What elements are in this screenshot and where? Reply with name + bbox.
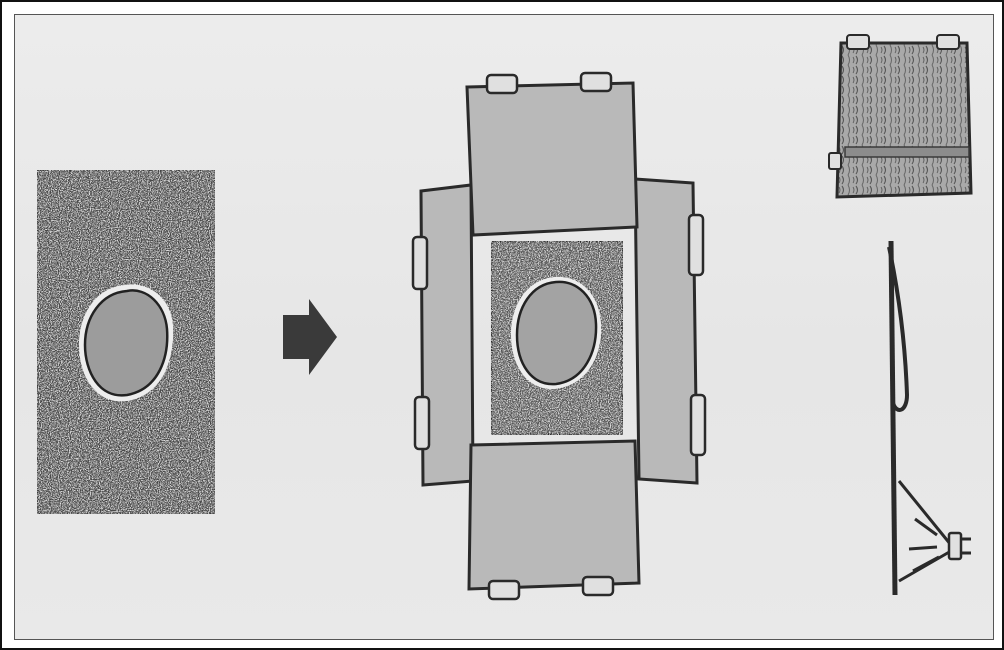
spray-nozzle-icon bbox=[897, 480, 971, 583]
clamp-left-top bbox=[411, 235, 429, 291]
grain-strip bbox=[844, 146, 970, 158]
clamp-top-left bbox=[485, 73, 519, 95]
grain-surface bbox=[835, 41, 973, 199]
right-arrow-icon bbox=[283, 299, 337, 375]
damage-hole bbox=[83, 289, 169, 397]
flap-profile bbox=[887, 246, 910, 412]
patched-hole bbox=[515, 280, 598, 386]
diagram-canvas bbox=[36, 34, 973, 601]
side-profile bbox=[887, 240, 971, 596]
grain-board bbox=[828, 34, 973, 199]
board-side-clamp bbox=[828, 152, 842, 170]
clamp-bottom-left bbox=[487, 579, 521, 601]
bottom-flap bbox=[467, 439, 641, 591]
top-flap bbox=[465, 81, 639, 237]
panel-edge-line bbox=[888, 240, 898, 596]
clamp-bottom-right bbox=[581, 575, 615, 597]
clamp-left-bottom bbox=[413, 395, 431, 451]
right-flap bbox=[633, 177, 699, 485]
repair-diagram bbox=[14, 14, 994, 640]
board-clamp-right bbox=[936, 34, 960, 50]
clamp-right-bottom bbox=[689, 393, 707, 457]
clamp-right-top bbox=[687, 213, 705, 277]
board-clamp-left bbox=[846, 34, 870, 50]
patched-assembly bbox=[411, 71, 707, 601]
damaged-panel bbox=[36, 169, 216, 515]
clamp-top-right bbox=[579, 71, 613, 93]
